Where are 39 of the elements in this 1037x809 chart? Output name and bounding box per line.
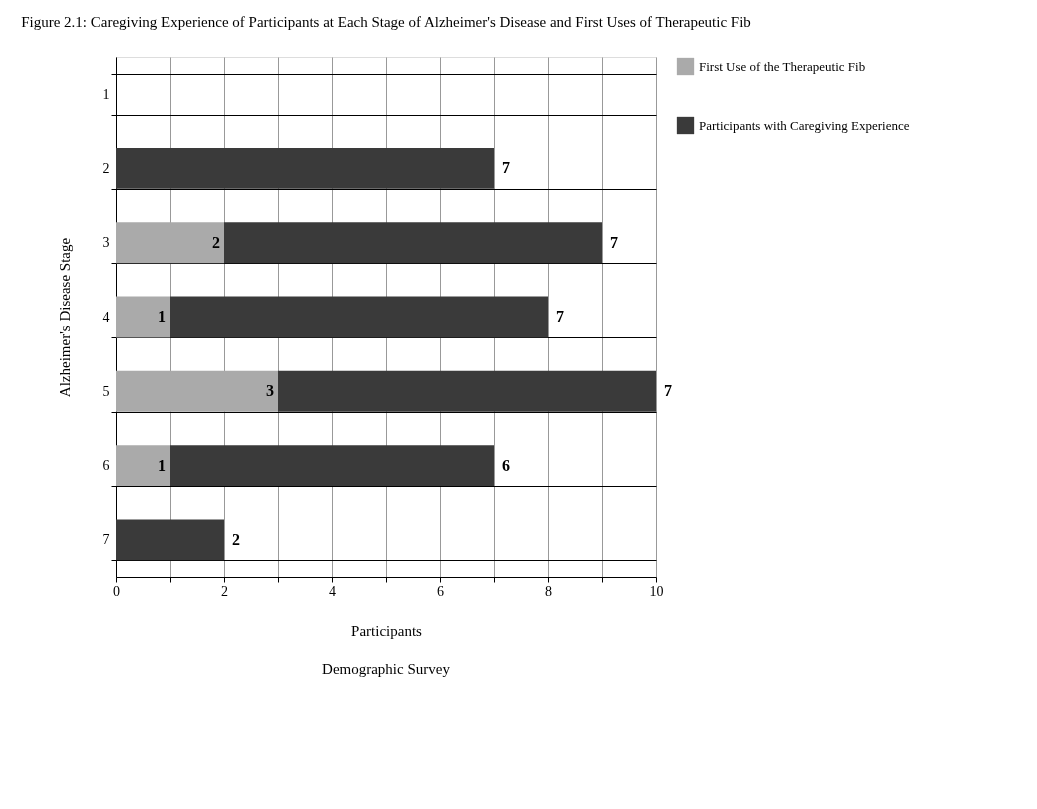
data-label: 7 [502, 159, 510, 177]
y-tick-label: 2 [102, 160, 110, 176]
bar [116, 370, 278, 412]
data-label: 1 [158, 308, 166, 325]
x-tick-label: 8 [545, 583, 552, 599]
y-tick-label: 6 [102, 458, 110, 474]
text: Demographic Survey [322, 661, 451, 677]
bar [224, 222, 602, 264]
bar [278, 370, 656, 412]
bar [170, 445, 494, 486]
chart-title: Figure 2.1: Caregiving Experience of Participants at Each Stage of Alzheimer's Disease and First Uses of Therapeutic Fib [21, 14, 751, 30]
data-label: 3 [266, 382, 274, 400]
x-tick-label: 10 [649, 583, 664, 599]
legend-label: First Use of the Therapeutic Fib [699, 58, 866, 74]
data-label: 7 [610, 233, 618, 251]
y-tick-label: 7 [102, 532, 110, 548]
x-axis-title: Participants [351, 622, 423, 639]
bar [116, 148, 494, 189]
data-label: 1 [158, 456, 166, 474]
y-axis-title: Alzheimer's Disease Stage [56, 237, 73, 398]
data-label: 7 [556, 308, 564, 325]
bar [170, 296, 548, 338]
x-tick-label: 0 [113, 583, 120, 599]
data-label: 6 [502, 456, 510, 474]
x-tick-label: 2 [221, 583, 228, 599]
y-tick-label: 5 [102, 383, 110, 399]
y-tick-label: 1 [102, 86, 110, 102]
bar [116, 222, 224, 264]
data-label: 2 [232, 530, 240, 548]
bar [116, 519, 224, 561]
legend-label: Participants with Caregiving Experience [699, 117, 910, 133]
x-tick-label: 4 [329, 583, 336, 599]
bar [116, 296, 170, 338]
y-tick-label: 3 [102, 235, 110, 251]
y-tick-label: 4 [102, 309, 110, 325]
bar [116, 445, 170, 486]
data-label: 7 [664, 382, 672, 400]
x-tick-label: 6 [437, 583, 444, 599]
data-label: 2 [212, 233, 220, 251]
